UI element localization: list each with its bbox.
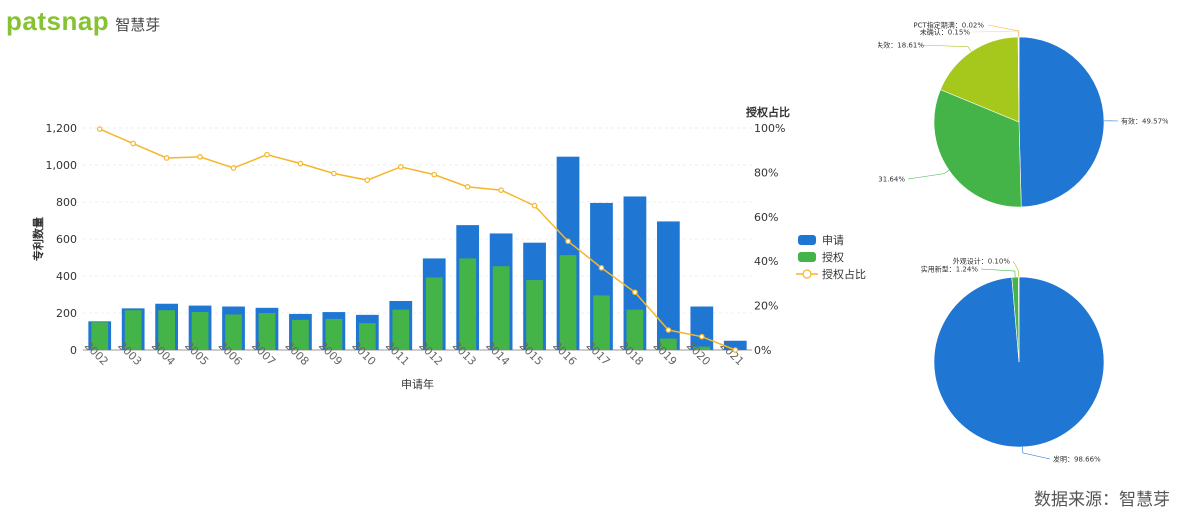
grant-ratio-point [531, 202, 538, 209]
y2-tick-label: 100% [754, 122, 785, 135]
pie-label: 审中：31.64% [878, 175, 905, 184]
grant-bar [660, 338, 677, 350]
grant-bar [526, 280, 543, 350]
logo-wordmark: patsnap [6, 6, 110, 36]
y2-tick-label: 40% [754, 255, 778, 268]
grant-bar [358, 323, 376, 350]
application-bar [723, 340, 747, 350]
legend-swatch-grants [798, 252, 816, 262]
grant-bar [191, 312, 209, 350]
grant-bar [392, 309, 410, 350]
logo-chinese-name: 智慧芽 [115, 16, 161, 34]
grant-bar [292, 319, 309, 350]
grant-bar [693, 346, 711, 350]
patent-trend-chart: 0 200 400 600 800 1,000 1,200 0% 20% 40% 60% 80% 100… [31, 105, 866, 391]
grant-ratio-point [264, 151, 270, 158]
grant-bar [325, 318, 343, 350]
grant-ratio-point [464, 184, 471, 190]
grant-ratio-point [632, 289, 638, 296]
grant-ratio-point [130, 140, 136, 147]
pie-label: 未确认：0.15% [920, 28, 971, 37]
grant-ratio-point [397, 164, 404, 170]
grant-bar [425, 277, 443, 350]
pie-leader-line [980, 268, 1016, 278]
x-axis-title: 申请年 [401, 377, 434, 391]
grant-ratio-point [364, 177, 371, 183]
legend-label-grants: 授权 [822, 250, 844, 264]
y-axis-title: 专利数量 [31, 217, 45, 261]
pie-leader-line [987, 24, 1020, 38]
patent-type-pie-chart: 发明：98.66% 实用新型：1.24%外观设计：0.10% [921, 257, 1105, 464]
pie-label: 实用新型：1.24% [921, 265, 979, 274]
pie-slice-3 [1018, 276, 1020, 363]
grant-ratio-point [331, 170, 337, 177]
y2-tick-label: 20% [754, 300, 778, 313]
grant-ratio-point [96, 126, 103, 132]
grant-ratio-point [498, 187, 504, 193]
y2-tick-label: 80% [754, 166, 778, 179]
pie-leader-line [1012, 260, 1020, 278]
grant-bar [158, 310, 175, 350]
legend-swatch-ratio-marker [802, 269, 812, 279]
grant-bar [626, 309, 644, 350]
pie-leader-line [973, 30, 1019, 38]
pie-label: 失效：18.61% [878, 41, 924, 50]
grant-bar [258, 313, 276, 350]
grant-bar [225, 314, 242, 350]
y-tick-label: 400 [56, 270, 77, 283]
grant-ratio-point [565, 238, 571, 245]
grant-bar [91, 322, 109, 350]
grant-ratio-point [163, 155, 170, 161]
pie-label: 发明：98.66% [1053, 455, 1101, 464]
legend-label-applications: 申请 [822, 234, 844, 247]
legend-swatch-applications [798, 235, 816, 245]
y-tick-label: 800 [56, 196, 77, 209]
grant-ratio-point [699, 333, 705, 340]
grant-ratio-point [665, 327, 672, 333]
grant-bar [593, 295, 610, 350]
pie-slice-1 [1018, 36, 1105, 208]
patsnap-logo: patsnap 智慧芽 [6, 6, 160, 36]
y-tick-label: 200 [56, 307, 77, 320]
y2-tick-label: 60% [754, 211, 778, 224]
grant-bar [459, 258, 477, 350]
pie-label: 有效：49.57% [1121, 117, 1168, 126]
legal-status-pie-chart: 有效：49.57% 审中：31.64% 失效：18.61% 未确认：0.15%PCT指… [878, 21, 1168, 208]
y-tick-label: 600 [56, 233, 77, 246]
grant-ratio-line [99, 128, 736, 351]
grant-ratio-point [732, 347, 739, 353]
grant-ratio-point [197, 154, 203, 160]
y-tick-label: 0 [70, 344, 77, 357]
grant-ratio-point [297, 160, 304, 167]
pie-label: 外观设计：0.10% [953, 257, 1011, 266]
data-source-note: 数据来源：智慧芽 [1034, 490, 1170, 510]
pie-leader-line [1022, 446, 1051, 460]
grant-bar [559, 255, 577, 350]
legend-label-ratio: 授权占比 [822, 267, 866, 281]
y-tick-label: 1,000 [46, 159, 78, 172]
y2-tick-label: 0% [754, 344, 771, 357]
y2-axis-title: 授权占比 [746, 105, 790, 119]
grant-ratio-point [431, 171, 438, 178]
grant-ratio-point [598, 265, 605, 271]
grant-ratio-point [230, 165, 237, 171]
grant-bar [124, 310, 142, 350]
y-tick-label: 1,200 [46, 122, 78, 135]
pie-leader-line [919, 44, 972, 52]
pie-slice-3 [940, 36, 1020, 123]
application-bar [657, 221, 680, 350]
grant-bar [492, 266, 510, 350]
pie-label: PCT指定期满：0.02% [913, 21, 984, 30]
pie-leader-line [907, 169, 950, 180]
